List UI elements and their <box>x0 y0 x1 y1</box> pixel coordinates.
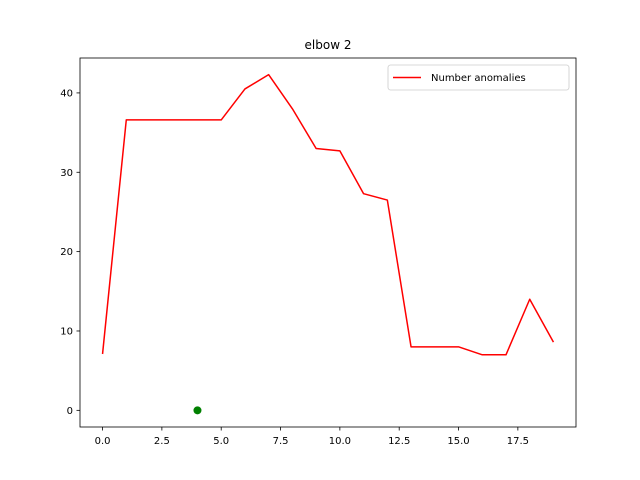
x-tick-label: 7.5 <box>273 436 289 447</box>
x-tick-label: 17.5 <box>507 436 529 447</box>
x-tick-label: 15.0 <box>447 436 469 447</box>
plot-series <box>101 73 555 415</box>
x-tick-label: 2.5 <box>154 436 170 447</box>
chart-title: elbow 2 <box>305 38 352 52</box>
y-tick-label: 0 <box>67 406 73 417</box>
axes: 0.0 2.5 5.0 7.5 10.0 12.5 15.0 17.5 0 10 20 30 40 <box>60 57 577 447</box>
legend: Number anomalies <box>387 64 570 91</box>
legend-label: Number anomalies <box>431 73 526 84</box>
data-point <box>193 406 202 415</box>
y-tick-label: 40 <box>60 88 73 99</box>
x-tick-label: 12.5 <box>388 436 410 447</box>
axes-frame <box>79 57 577 428</box>
legend-box <box>387 64 570 91</box>
x-tick-label: 10.0 <box>329 436 351 447</box>
y-tick-label: 10 <box>60 326 73 337</box>
y-tick-label: 20 <box>60 247 73 258</box>
series-line-0 <box>101 73 555 356</box>
x-tick-label: 0.0 <box>95 436 111 447</box>
y-tick-label: 30 <box>60 168 73 179</box>
x-tick-label: 5.0 <box>213 436 229 447</box>
